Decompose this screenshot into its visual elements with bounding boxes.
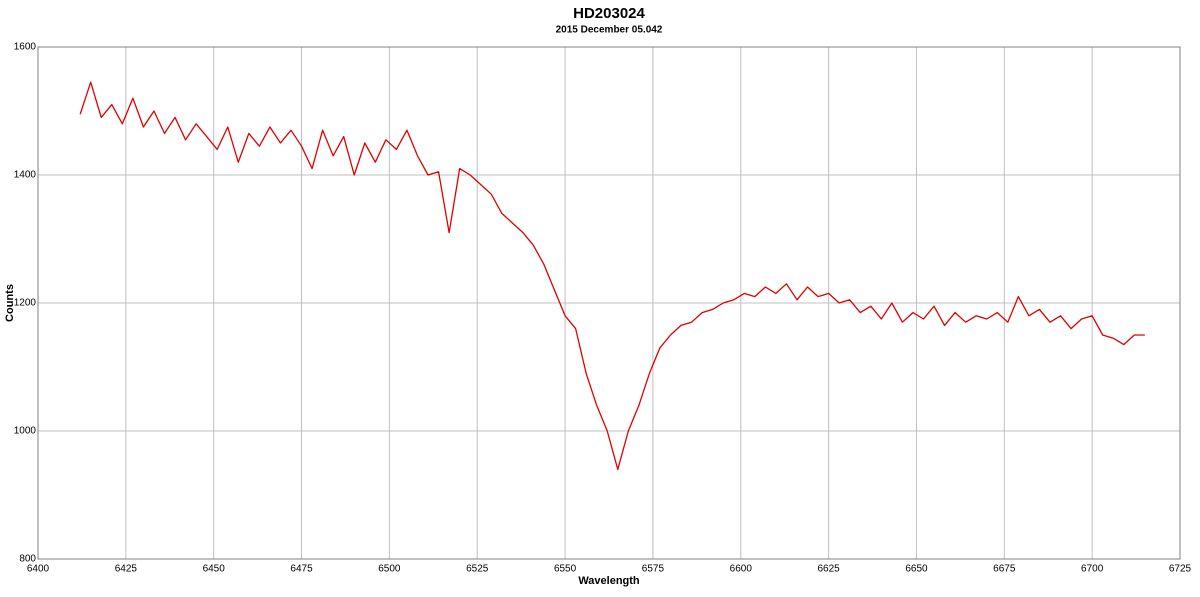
x-tick-label: 6725 [1169,564,1192,575]
x-tick-label: 6475 [290,564,313,575]
x-tick-label: 6650 [905,564,928,575]
y-tick-label: 1600 [14,42,37,53]
chart-subtitle: 2015 December 05.042 [556,25,663,36]
x-tick-label: 6450 [203,564,226,575]
x-tick-label: 6575 [642,564,665,575]
y-tick-label: 1000 [14,426,37,437]
x-tick-label: 6400 [27,564,50,575]
y-tick-label: 1200 [14,298,37,309]
x-axis-label: Wavelength [578,575,640,587]
y-axis-label: Counts [4,284,16,322]
x-tick-label: 6600 [730,564,753,575]
chart-title: HD203024 [573,5,645,22]
spectrum-line [79,81,1145,471]
x-tick-label: 6525 [466,564,489,575]
x-tick-label: 6550 [554,564,577,575]
x-tick-label: 6425 [115,564,138,575]
x-tick-label: 6675 [993,564,1016,575]
x-tick-label: 6500 [378,564,401,575]
x-tick-label: 6625 [817,564,840,575]
plot-frame [37,46,1181,560]
y-tick-label: 1400 [14,170,37,181]
x-tick-label: 6700 [1081,564,1104,575]
y-tick-label: 800 [19,554,36,565]
